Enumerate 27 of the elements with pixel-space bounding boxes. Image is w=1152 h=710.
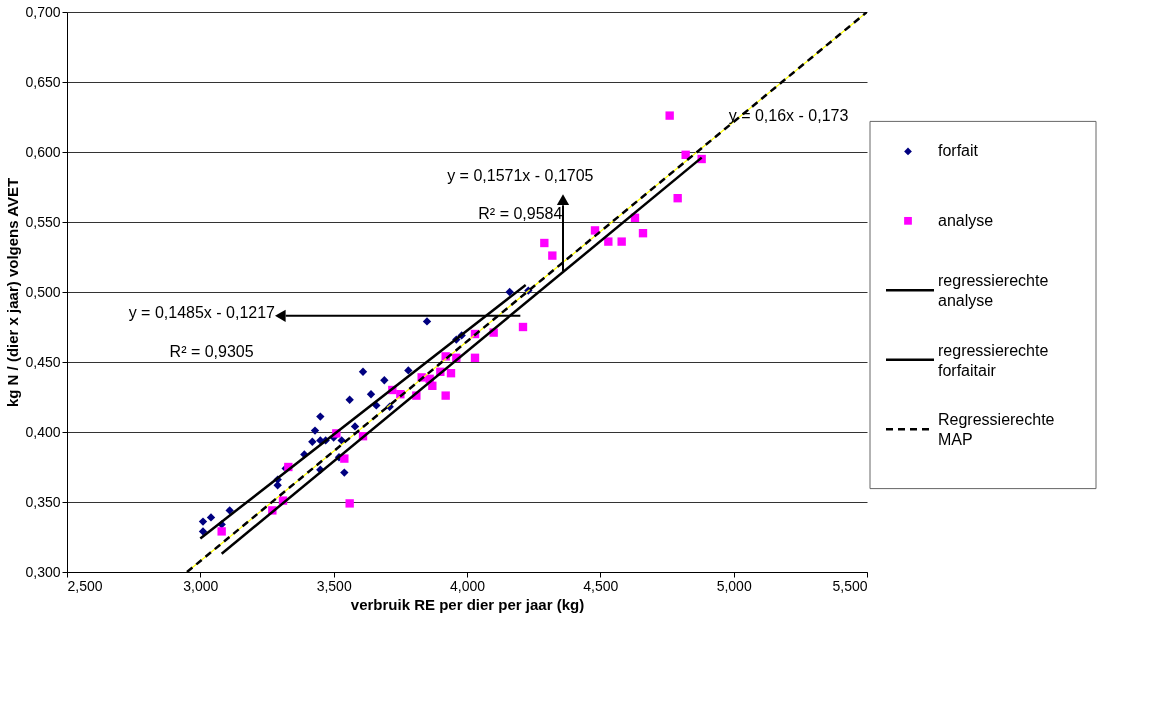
y-tick-label: 0,400 xyxy=(25,423,61,440)
y-tick-label: 0,550 xyxy=(25,213,61,230)
y-tick-label: 0,650 xyxy=(25,73,61,90)
x-tick-label: 4,500 xyxy=(583,577,619,594)
annotation: y = 0,1571x - 0,1705 xyxy=(447,166,594,184)
y-tick-label: 0,600 xyxy=(25,143,61,160)
x-tick-label: 3,500 xyxy=(316,577,352,594)
y-tick-label: 0,500 xyxy=(25,283,61,300)
legend-label: regressierechte analyse xyxy=(938,272,1049,310)
legend-label: Regressierechte MAP xyxy=(938,411,1055,449)
y-axis-title: kg N / (dier x jaar) volgens AVET xyxy=(4,177,22,408)
x-tick-label: 4,000 xyxy=(449,577,486,594)
legend-label: analyse xyxy=(938,211,994,229)
annotation: R² = 0,9584 xyxy=(478,204,563,222)
y-tick-label: 0,450 xyxy=(25,353,61,370)
x-tick-label: 5,500 xyxy=(832,577,868,594)
x-tick-label: 5,000 xyxy=(716,577,752,594)
x-axis-title: verbruik RE per dier per jaar (kg) xyxy=(350,595,585,613)
annotation: R² = 0,9305 xyxy=(169,343,254,361)
legend-label: regressierechte forfaitair xyxy=(938,341,1049,379)
legend-label: forfait xyxy=(938,142,979,160)
y-tick-label: 0,300 xyxy=(25,563,61,580)
x-tick-label: 2,500 xyxy=(67,577,103,594)
x-tick-label: 3,000 xyxy=(183,577,219,594)
y-tick-label: 0,350 xyxy=(25,493,61,510)
annotation: y = 0,1485x - 0,1217 xyxy=(128,304,276,321)
y-tick-label: 0,700 xyxy=(25,3,61,20)
